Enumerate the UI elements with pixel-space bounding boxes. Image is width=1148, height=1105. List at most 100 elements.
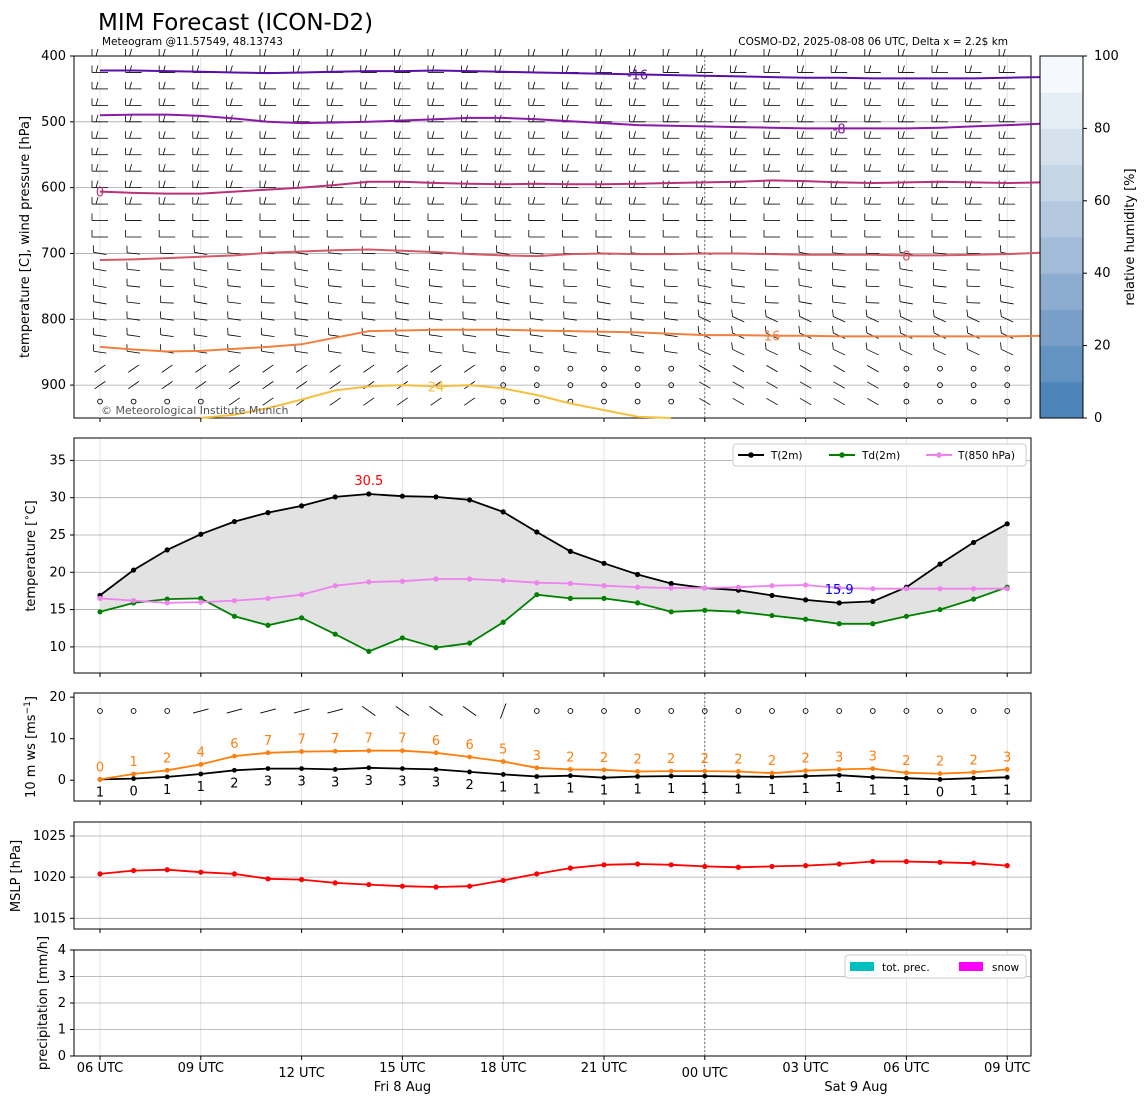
wind-mean-label: 1	[566, 782, 574, 797]
wind-barb-feather	[767, 98, 771, 106]
wind-barb	[698, 365, 711, 373]
colorbar-band	[1040, 164, 1083, 202]
wind-barb-feather	[297, 196, 300, 205]
y-tick-label: 20	[49, 565, 66, 580]
wind-barb-feather	[196, 196, 200, 205]
wind-barb-feather	[364, 81, 368, 90]
colorbar-band	[1040, 56, 1083, 93]
wind-barb-feather	[297, 114, 300, 122]
wind-mean-label: 1	[801, 782, 809, 797]
wind-barb	[597, 301, 611, 305]
wind-barb-feather	[129, 164, 132, 172]
point-t2m	[836, 600, 842, 606]
wind-barb	[328, 317, 342, 321]
wind-point-mean	[164, 774, 170, 780]
mslp-point	[131, 867, 137, 874]
wind-mean-label: 1	[1003, 783, 1011, 798]
wind-point-gust	[702, 768, 708, 774]
point-t2m	[601, 560, 607, 566]
wind-barb	[866, 381, 879, 389]
wind-barb	[194, 317, 208, 321]
point-t850	[567, 580, 574, 587]
wind-barb-feather	[599, 164, 603, 172]
wind-barb-feather	[633, 196, 636, 205]
wind-barb	[698, 381, 711, 389]
wind-barb-feather	[734, 114, 737, 122]
point-t850	[769, 583, 775, 589]
wind-barb-feather	[566, 48, 569, 57]
wind-barb	[93, 334, 107, 338]
mslp-point	[702, 863, 708, 870]
wind-point-mean	[736, 774, 741, 779]
wind-barb-feather	[700, 98, 704, 106]
wind-point-mean	[400, 766, 405, 771]
wind-barb-feather	[364, 131, 368, 139]
wind-barb	[329, 364, 341, 373]
wind-barb-feather	[764, 342, 767, 350]
wind-barb-feather	[969, 114, 972, 122]
wind-barb	[1001, 349, 1014, 356]
wind-barb	[530, 334, 544, 338]
wind-barb-feather	[364, 164, 368, 172]
wind-barb-feather	[633, 147, 636, 155]
wind-barb-feather	[532, 65, 536, 73]
wind-barb-feather	[899, 342, 901, 350]
wind-barb-feather	[633, 164, 636, 172]
wind-barb	[698, 349, 711, 356]
wind-barb	[597, 350, 611, 354]
wind-barb-feather	[196, 81, 200, 90]
wind-barb	[866, 349, 879, 356]
wind-barb-feather	[834, 114, 838, 122]
wind-barb-feather	[95, 48, 99, 57]
wind-barb	[295, 334, 309, 338]
wind-barb-feather	[263, 164, 267, 172]
point-t850	[668, 585, 674, 591]
time-tick-label: 21 UTC	[581, 1061, 627, 1076]
wind-barb	[698, 284, 712, 288]
wind-barb	[362, 334, 376, 338]
wind-mean-label: 2	[465, 778, 473, 793]
wind-barb-feather	[935, 196, 939, 205]
y-tick-label: 1025	[33, 829, 66, 844]
calm-circle	[970, 365, 977, 372]
wind-barb-feather	[832, 342, 834, 350]
wind-barb-feather	[666, 65, 670, 73]
wind-barb-feather	[162, 114, 166, 122]
wind-barb	[127, 317, 141, 321]
wind-barb-feather	[801, 114, 804, 122]
y-tick-label: 4	[58, 943, 66, 958]
y-tick-label: 400	[41, 49, 66, 64]
wind-barb-feather	[969, 65, 972, 73]
wind-barb-feather	[599, 131, 603, 139]
wind-gust-label: 7	[398, 732, 406, 747]
wind-barb	[832, 285, 846, 288]
point-td2m	[500, 619, 506, 625]
wind-barb	[866, 397, 879, 406]
wind-barb-feather	[263, 131, 267, 139]
wind-barb-feather	[230, 48, 233, 57]
wind-barb-feather	[532, 164, 536, 172]
wind-barb-feather	[902, 65, 905, 73]
wind-barb-feather	[162, 147, 166, 155]
calm-circle	[668, 708, 675, 714]
mslp-point	[803, 863, 809, 869]
wind-barb	[227, 317, 241, 321]
wind-barb	[228, 397, 240, 406]
surface-wind-barb	[293, 708, 310, 714]
wind-barb	[766, 381, 778, 389]
isotherm-line	[99, 113, 1075, 130]
wind-barb-feather	[899, 325, 901, 334]
wind-mean-label: 1	[768, 783, 776, 798]
wind-barb-feather	[902, 196, 905, 205]
wind-barb-feather	[734, 164, 737, 172]
wind-barb	[496, 301, 510, 305]
wind-barb-feather	[230, 65, 233, 73]
colorbar-band	[1040, 92, 1083, 129]
mslp-point	[332, 880, 338, 886]
wind-barb-feather	[666, 164, 670, 172]
calm-circle	[634, 708, 641, 714]
point-t850	[601, 583, 607, 589]
wind-barb-feather	[263, 147, 267, 155]
time-tick-label: 18 UTC	[480, 1061, 526, 1076]
wind-barb	[362, 350, 376, 354]
